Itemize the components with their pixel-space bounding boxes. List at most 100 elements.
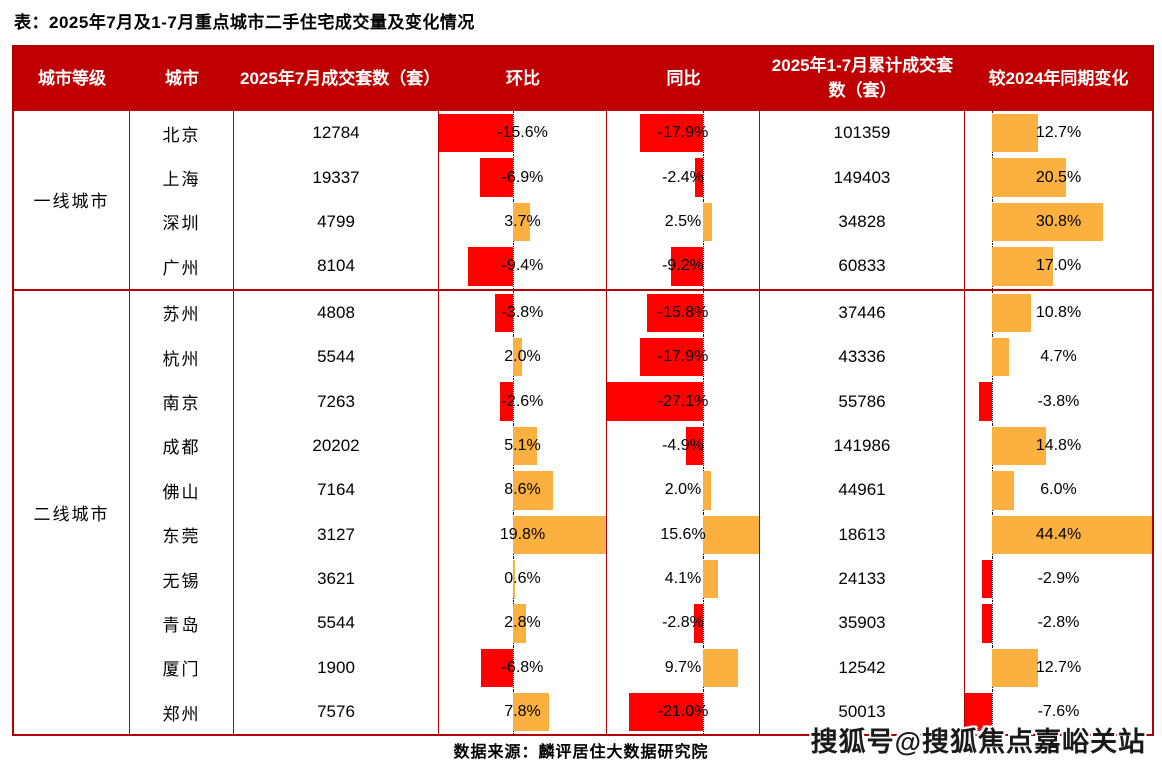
mom-data-bar: [512, 426, 537, 466]
mom-data-bar: [480, 648, 513, 688]
vs2024-bar-cell: -2.8%: [965, 601, 1152, 646]
mom-data-bar: [512, 202, 531, 242]
table-row: 深圳 4799 3.7% 2.5% 34828 30.8%: [130, 199, 1152, 245]
header-city-tier: 城市等级: [38, 68, 106, 88]
tier-rows: 苏州 4808 -3.8% -15.8% 37446 10.8% 杭州 5544 2.0% -17…: [130, 290, 1152, 735]
mom-data-bar: [512, 604, 526, 643]
table-row: 郑州 7576 7.8% -21.0% 50013 -7.6%: [130, 690, 1152, 735]
mom-data-bar: [512, 559, 516, 599]
mom-value: 7.8%: [504, 703, 541, 721]
mom-bar-cell: 7.8%: [439, 690, 607, 735]
yoy-value: -17.9%: [657, 348, 709, 366]
cumulative-volume: 60833: [760, 244, 965, 289]
mom-bar-cell: -2.6%: [439, 379, 607, 424]
vs2024-bar-cell: 17.0%: [965, 244, 1152, 289]
yoy-bar-cell: 15.6%: [607, 512, 760, 557]
yoy-bar-cell: -2.4%: [607, 155, 760, 200]
mom-data-bar: [494, 293, 513, 332]
mom-bar-cell: 19.8%: [439, 512, 607, 557]
july-volume: 1900: [234, 645, 439, 691]
city-name: 广州: [130, 244, 234, 289]
zero-axis-line: [512, 244, 514, 289]
mom-bar-cell: -6.9%: [439, 155, 607, 200]
city-name: 苏州: [130, 290, 234, 335]
zero-axis-line: [703, 334, 705, 380]
vs2024-data-bar: [992, 426, 1046, 466]
yoy-value: 9.7%: [664, 658, 702, 676]
vs2024-data-bar: [978, 382, 993, 421]
city-name: 无锡: [130, 556, 234, 602]
tier-label: 一线城市: [14, 111, 130, 289]
mom-data-bar: [480, 158, 513, 197]
zero-axis-line: [703, 379, 705, 424]
mom-data-bar: [468, 247, 513, 286]
vs2024-data-bar: [992, 202, 1104, 242]
yoy-bar-cell: -17.9%: [607, 334, 760, 380]
vs2024-bar-cell: 30.8%: [965, 199, 1152, 245]
yoy-bar-cell: 2.0%: [607, 468, 760, 513]
header-vs2024-change: 较2024年同期变化: [988, 68, 1129, 88]
yoy-data-bar: [703, 471, 711, 510]
zero-axis-line: [992, 556, 994, 602]
vs2024-data-bar: [992, 337, 1010, 377]
table-row: 佛山 7164 8.6% 2.0% 44961 6.0%: [130, 468, 1152, 513]
vs2024-data-bar: [992, 471, 1014, 510]
city-name: 上海: [130, 155, 234, 200]
yoy-data-bar: [703, 648, 738, 688]
vs2024-bar-cell: 4.7%: [965, 334, 1152, 380]
mom-value: -6.8%: [501, 658, 544, 676]
zero-axis-line: [703, 290, 705, 335]
yoy-bar-cell: -27.1%: [607, 379, 760, 424]
yoy-data-bar: [639, 337, 704, 377]
yoy-data-bar: [628, 693, 704, 732]
yoy-value: -9.2%: [662, 257, 704, 275]
mom-data-bar: [512, 471, 554, 510]
mom-value: 5.1%: [504, 436, 541, 454]
vs2024-bar-cell: 12.7%: [965, 645, 1152, 691]
vs2024-value: 12.7%: [1035, 124, 1082, 142]
july-volume: 3621: [234, 556, 439, 602]
cumulative-volume: 18613: [760, 512, 965, 557]
mom-data-bar: [512, 515, 606, 554]
yoy-bar-cell: -4.9%: [607, 423, 760, 469]
vs2024-value: -2.9%: [1037, 570, 1080, 588]
header-city: 城市: [165, 68, 199, 88]
zero-axis-line: [512, 645, 514, 691]
watermark: 搜狐号@搜狐焦点嘉峪关站: [810, 727, 1146, 757]
july-volume: 3127: [234, 512, 439, 557]
housing-transactions-table: 城市等级 城市 2025年7月成交套数（套） 环比 同比 2025年1-7月累计…: [12, 45, 1154, 737]
table-row: 成都 20202 5.1% -4.9% 141986 14.8%: [130, 423, 1152, 469]
table-row: 上海 19337 -6.9% -2.4% 149403 20.5%: [130, 155, 1152, 200]
table-row: 厦门 1900 -6.8% 9.7% 12542 12.7%: [130, 645, 1152, 691]
july-volume: 5544: [234, 601, 439, 646]
vs2024-value: 17.0%: [1035, 257, 1082, 275]
yoy-bar-cell: -15.8%: [607, 290, 760, 335]
vs2024-data-bar: [992, 648, 1038, 688]
table-row: 东莞 3127 19.8% 15.6% 18613 44.4%: [130, 512, 1152, 557]
vs2024-data-bar: [992, 114, 1038, 153]
zero-axis-line: [703, 155, 705, 200]
vs2024-bar-cell: 10.8%: [965, 290, 1152, 335]
header-mom-change: 环比: [506, 68, 540, 88]
zero-axis-line: [512, 379, 514, 424]
yoy-value: -21.0%: [657, 703, 709, 721]
vs2024-bar-cell: 20.5%: [965, 155, 1152, 200]
vs2024-value: 12.7%: [1035, 658, 1082, 676]
mom-bar-cell: -9.4%: [439, 244, 607, 289]
vs2024-data-bar: [992, 515, 1152, 554]
july-volume: 19337: [234, 155, 439, 200]
vs2024-value: -2.8%: [1037, 614, 1080, 632]
vs2024-value: 20.5%: [1035, 168, 1082, 186]
vs2024-data-bar: [965, 693, 993, 732]
vs2024-bar-cell: 6.0%: [965, 468, 1152, 513]
cumulative-volume: 35903: [760, 601, 965, 646]
yoy-value: 2.0%: [664, 481, 702, 499]
table-row: 苏州 4808 -3.8% -15.8% 37446 10.8%: [130, 290, 1152, 335]
zero-axis-line: [703, 601, 705, 646]
vs2024-data-bar: [981, 559, 993, 599]
mom-value: -15.6%: [497, 124, 548, 142]
zero-axis-line: [703, 423, 705, 469]
yoy-data-bar: [670, 247, 704, 286]
zero-axis-line: [703, 690, 705, 735]
zero-axis-line: [992, 379, 994, 424]
